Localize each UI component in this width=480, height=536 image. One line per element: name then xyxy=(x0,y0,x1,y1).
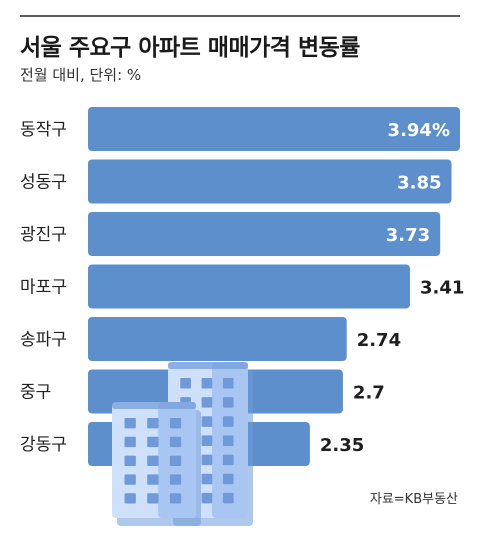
bar-3 xyxy=(88,212,441,256)
category-label-6: 중구 xyxy=(20,383,51,403)
category-label-4: 마포구 xyxy=(20,278,67,298)
chart-subtitle: 전월 대비, 단위: % xyxy=(20,66,142,84)
category-label-2: 성동구 xyxy=(20,173,67,193)
value-label-5: 2.74 xyxy=(357,330,401,351)
source-note: 자료=KB부동산 xyxy=(369,492,458,507)
bar-2 xyxy=(88,159,452,204)
value-label-1: 3.94% xyxy=(388,120,450,141)
value-label-3: 3.73 xyxy=(386,225,430,246)
bar-1 xyxy=(88,107,460,151)
chart-title: 서울 주요구 아파트 매매가격 변동률 xyxy=(20,35,360,61)
value-label-7: 2.35 xyxy=(320,435,364,456)
category-label-1: 동작구 xyxy=(20,120,67,140)
labels-group: 동작구 3.94% 성동구 3.85 광진구 3.73 마포구 3.41 송파구 2.74 중구 2.… xyxy=(20,120,464,456)
value-label-6: 2.7 xyxy=(353,383,385,404)
category-label-7: 강동구 xyxy=(20,435,67,455)
value-label-4: 3.41 xyxy=(420,278,464,299)
value-label-2: 3.85 xyxy=(397,173,441,194)
bar-5 xyxy=(88,317,347,361)
category-label-5: 송파구 xyxy=(20,330,67,350)
building-front xyxy=(112,402,201,526)
category-label-3: 광진구 xyxy=(20,225,67,245)
bar-4 xyxy=(88,264,410,309)
top-rule xyxy=(20,15,460,17)
building-illustration xyxy=(112,362,253,526)
